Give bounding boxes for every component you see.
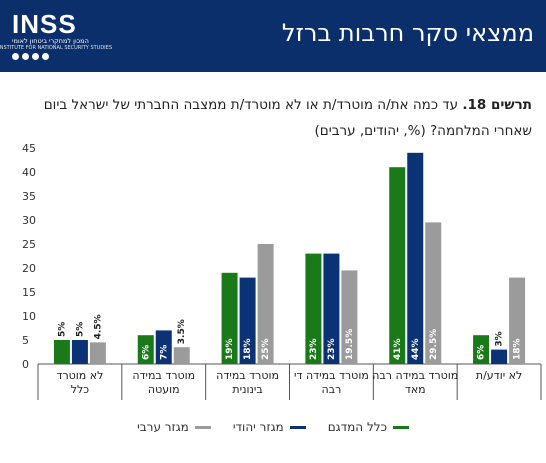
chart-number: תרשים 18. <box>462 97 532 113</box>
logo-subtitle-english: INSTITUTE FOR NATIONAL SECURITY STUDIES <box>0 45 112 51</box>
bar <box>407 152 424 364</box>
bar <box>155 330 172 364</box>
legend-swatch <box>289 425 306 429</box>
chart-question: עד כמה את/ה מוטרד/ת או לא מוטרד/ת ממצבה … <box>43 97 532 139</box>
bar <box>221 272 238 364</box>
data-label: 44% <box>411 338 421 360</box>
data-label: 29.5% <box>429 329 439 360</box>
category-label: מוטרד במידה רבה מאד <box>372 369 458 396</box>
logo-wordmark: INSS <box>12 9 77 39</box>
bar <box>173 347 190 364</box>
bar <box>491 349 508 364</box>
data-label: 6% <box>477 345 487 360</box>
social-circle-icon <box>32 53 39 60</box>
legend-swatch <box>194 425 211 429</box>
bar <box>239 277 256 364</box>
bar <box>425 222 442 364</box>
bar <box>323 253 340 364</box>
data-label: 3.5% <box>177 319 187 344</box>
y-tick-label: 20 <box>22 262 36 275</box>
data-label: 18% <box>243 338 253 360</box>
data-label: 7% <box>159 345 169 360</box>
category-label: לא יודע/ת <box>476 369 522 382</box>
data-label: 18% <box>513 338 523 360</box>
data-label: 5% <box>75 322 85 337</box>
social-icons <box>12 53 112 60</box>
y-tick-label: 25 <box>22 238 36 251</box>
y-tick-label: 40 <box>22 166 36 179</box>
y-tick-label: 15 <box>22 286 36 299</box>
legend-label: מגזר ערבי <box>137 420 189 434</box>
header-bar: INSS המכון למחקרי ביטחון לאומי INSTITUTE… <box>0 0 546 72</box>
bar <box>341 270 358 364</box>
legend-label: מגזר יהודי <box>232 420 284 434</box>
legend-item: מגזר יהודי <box>233 420 306 434</box>
data-label: 3% <box>495 331 505 346</box>
y-tick-label: 5 <box>22 334 29 347</box>
bar <box>509 277 526 364</box>
logo-subtitle: המכון למחקרי ביטחון לאומי <box>12 37 89 45</box>
social-circle-icon <box>22 53 29 60</box>
legend-item: מגזר ערבי <box>137 420 211 434</box>
data-label: 6% <box>141 345 151 360</box>
data-label: 41% <box>393 338 403 360</box>
bar <box>473 335 490 364</box>
bar <box>389 167 406 364</box>
category-label: לא מוטרד כלל <box>56 369 103 396</box>
bar <box>257 244 274 364</box>
inss-logo: INSS המכון למחקרי ביטחון לאומי INSTITUTE… <box>0 9 112 63</box>
bar <box>71 340 88 364</box>
category-label: מוטרד במידה מועטה <box>132 369 195 396</box>
y-tick-label: 35 <box>22 190 36 203</box>
social-circle-icon <box>12 53 19 60</box>
data-label: 23% <box>309 338 319 360</box>
data-label: 19% <box>225 338 235 360</box>
chart-legend: כלל המדגם מגזר יהודי מגזר ערבי <box>0 420 546 434</box>
legend-label: כלל המדגם <box>327 420 387 434</box>
bar <box>305 253 322 364</box>
legend-swatch <box>392 425 409 429</box>
data-label: 4.5% <box>93 314 103 339</box>
category-label: מוטרד במידה די רבה <box>294 369 369 396</box>
y-tick-label: 30 <box>22 214 36 227</box>
social-circle-icon <box>42 53 49 60</box>
page-title: ממצאי סקר חרבות ברזל <box>281 19 534 47</box>
y-tick-label: 0 <box>22 358 29 371</box>
category-label: מוטרד במידה בינונית <box>216 369 279 396</box>
bar <box>89 342 106 364</box>
bar <box>137 335 154 364</box>
data-label: 25% <box>261 338 271 360</box>
chart-caption: תרשים 18. עד כמה את/ה מוטרד/ת או לא מוטר… <box>12 92 532 144</box>
bar <box>53 340 70 364</box>
legend-item: כלל המדגם <box>328 420 409 434</box>
data-label: 23% <box>327 338 337 360</box>
data-label: 19.5% <box>345 329 355 360</box>
data-label: 5% <box>57 322 67 337</box>
y-tick-label: 45 <box>22 142 36 155</box>
y-tick-label: 10 <box>22 310 36 323</box>
